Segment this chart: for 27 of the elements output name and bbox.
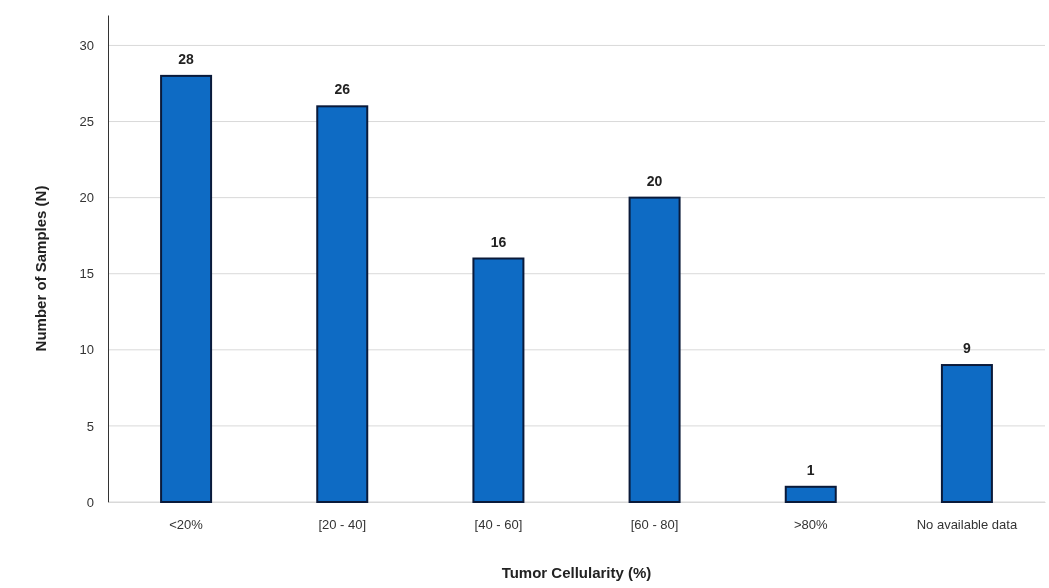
x-tick-label: >80% [793,517,828,533]
x-tick-label: [40 - 60] [474,517,523,533]
y-tick-label: 5 [86,418,94,434]
y-tick-label: 25 [79,114,94,130]
data-label: 1 [806,461,815,478]
x-tick-label: No available data [916,517,1018,533]
x-tick-label: [60 - 80] [630,517,679,533]
x-tick-label: [20 - 40] [318,517,367,533]
x-tick-label: <20% [169,517,204,533]
y-tick-label: 15 [79,266,94,282]
y-tick-label: 30 [79,38,94,54]
data-label: 26 [334,81,351,98]
bar [784,485,837,503]
data-label: 16 [490,233,507,250]
bar [316,105,369,503]
y-tick-label: 20 [79,190,94,206]
data-label: 20 [646,172,663,189]
bar [472,257,525,503]
x-axis-title: Tumor Cellularity (%) [501,564,652,581]
bar [940,364,993,503]
y-tick-label: 0 [86,494,94,510]
bar [160,74,213,503]
bar [628,196,681,503]
data-label: 9 [963,340,972,357]
data-label: 28 [178,50,195,67]
y-axis-title: Number of Samples (N) [32,185,49,352]
y-tick-label: 10 [79,342,94,358]
